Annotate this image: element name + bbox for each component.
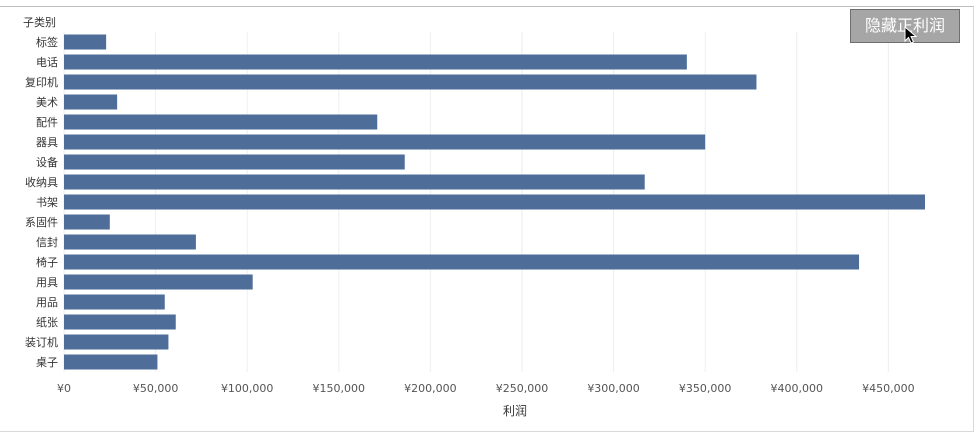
category-label: 系固件 bbox=[25, 216, 58, 229]
category-label: 信封 bbox=[36, 235, 58, 249]
category-label: 器具 bbox=[36, 136, 58, 149]
bar[interactable] bbox=[64, 194, 925, 210]
category-label: 椅子 bbox=[36, 255, 58, 269]
bar[interactable] bbox=[64, 334, 169, 350]
category-label: 配件 bbox=[36, 116, 58, 129]
bar[interactable] bbox=[64, 174, 645, 190]
bar[interactable] bbox=[64, 114, 378, 130]
category-label: 复印机 bbox=[25, 75, 58, 89]
bar[interactable] bbox=[64, 254, 860, 270]
category-label: 收纳具 bbox=[25, 175, 58, 189]
x-tick-label: ¥0 bbox=[57, 382, 71, 395]
category-label: 装订机 bbox=[25, 335, 58, 349]
category-label: 用品 bbox=[36, 296, 58, 309]
bar[interactable] bbox=[64, 34, 107, 50]
x-tick-label: ¥350,000 bbox=[679, 382, 732, 395]
mouse-pointer-icon bbox=[904, 26, 918, 44]
bar[interactable] bbox=[64, 54, 687, 70]
x-tick-label: ¥400,000 bbox=[771, 382, 824, 395]
bar[interactable] bbox=[64, 74, 757, 90]
category-label: 用具 bbox=[36, 276, 58, 289]
bar[interactable] bbox=[64, 354, 158, 370]
bars bbox=[64, 34, 925, 370]
bar[interactable] bbox=[64, 214, 110, 230]
category-label: 美术 bbox=[36, 96, 58, 109]
category-header: 子类别 bbox=[23, 15, 56, 29]
bar[interactable] bbox=[64, 94, 118, 110]
bar[interactable] bbox=[64, 134, 706, 150]
bar[interactable] bbox=[64, 274, 253, 290]
category-label: 书架 bbox=[36, 196, 58, 209]
category-label: 设备 bbox=[36, 155, 58, 169]
category-label: 纸张 bbox=[36, 316, 58, 329]
bar[interactable] bbox=[64, 234, 196, 250]
x-axis-title: 利润 bbox=[503, 404, 527, 418]
x-tick-label: ¥50,000 bbox=[133, 382, 179, 395]
x-tick-label: ¥200,000 bbox=[404, 382, 457, 395]
bar[interactable] bbox=[64, 314, 176, 330]
x-tick-label: ¥300,000 bbox=[587, 382, 640, 395]
x-tick-label: ¥100,000 bbox=[221, 382, 274, 395]
bar[interactable] bbox=[64, 154, 405, 170]
category-label: 桌子 bbox=[36, 356, 58, 369]
chart-frame bbox=[0, 6, 974, 432]
x-tick-label: ¥450,000 bbox=[862, 382, 915, 395]
category-label: 标签 bbox=[36, 35, 58, 49]
bar[interactable] bbox=[64, 294, 165, 310]
x-tick-labels: ¥0 ¥50,000 ¥100,000 ¥150,000 ¥200,000 ¥250,00… bbox=[57, 382, 915, 395]
x-tick-label: ¥150,000 bbox=[313, 382, 366, 395]
x-tick-label: ¥250,000 bbox=[496, 382, 549, 395]
category-label: 电话 bbox=[36, 56, 58, 69]
